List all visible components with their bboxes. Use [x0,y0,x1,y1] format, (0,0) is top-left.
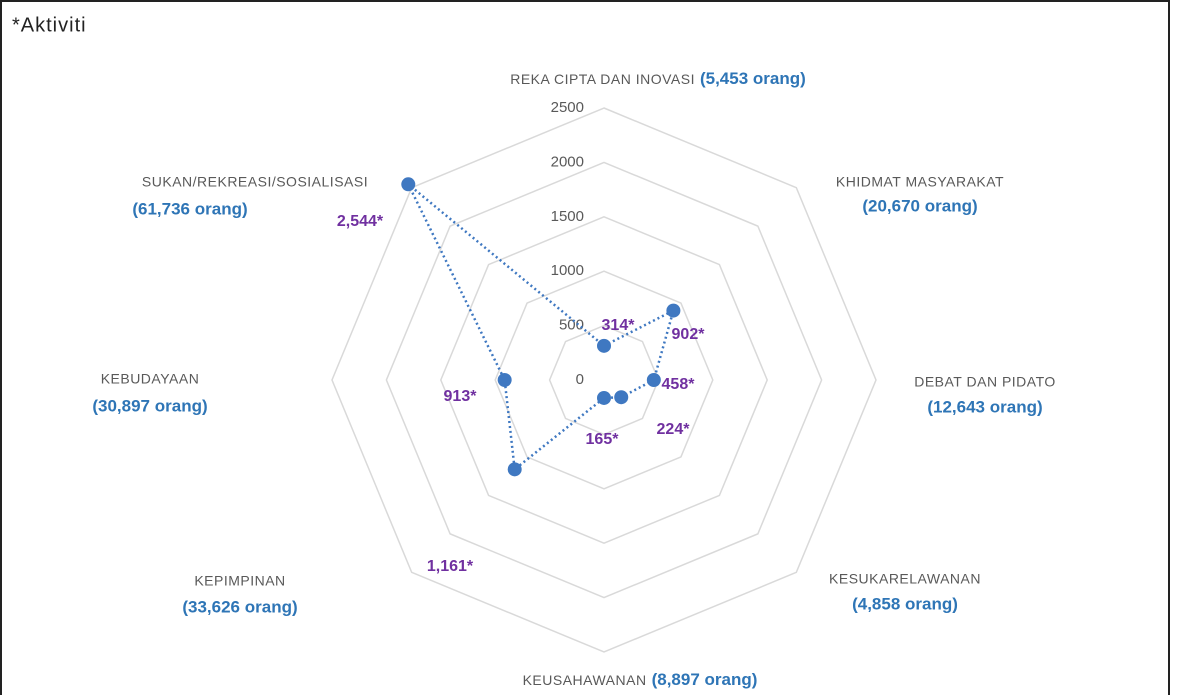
grid-ring [331,107,877,653]
data-point [507,462,522,477]
data-point [401,177,416,192]
r-tick-label: 2000 [551,153,584,170]
data-label: 913* [444,388,478,405]
category-label: REKA CIPTA DAN INOVASI (5,453 orang) [510,69,806,88]
data-point [597,338,611,353]
category-name: KEUSAHAWANAN [523,672,647,688]
category-name: DEBAT DAN PIDATO [914,374,1056,390]
category-count: (30,897 orang) [92,396,207,415]
r-tick-label: 500 [559,317,584,334]
r-tick-label: 1000 [551,262,584,279]
category-name: KEBUDAYAAN [101,371,200,387]
category-count: (33,626 orang) [182,597,297,616]
category-label: KEUSAHAWANAN (8,897 orang) [523,670,758,689]
data-point [597,390,611,405]
grid-ring [548,324,660,436]
category-count: (12,643 orang) [927,397,1042,416]
category-name: REKA CIPTA DAN INOVASI [510,71,695,87]
series-line [407,183,676,472]
category-count: (20,670 orang) [862,196,977,215]
r-tick-label: 0 [576,371,584,388]
category-name: KHIDMAT MASYARAKAT [836,174,1004,190]
r-tick-label: 2500 [551,99,584,116]
grid-ring [494,270,714,490]
data-label: 224* [657,421,691,438]
category-name: KEPIMPINAN [194,573,285,589]
chart-title: *Aktiviti [12,14,87,36]
data-point [614,390,629,405]
data-label: 2,544* [337,213,384,230]
category-name: KESUKARELAWANAN [829,571,981,587]
data-point [497,373,512,387]
category-name: SUKAN/REKREASI/SOSIALISASI [142,174,368,190]
data-label: 165* [586,431,620,448]
data-label: 1,161* [427,558,474,575]
data-label: 902* [672,326,706,343]
data-point [666,303,681,318]
grid-ring [385,161,823,599]
category-count: (5,453 orang) [700,69,806,88]
category-count: (4,858 orang) [852,594,958,613]
grid-ring [439,215,769,545]
category-count: (8,897 orang) [652,670,758,689]
data-point [646,373,661,387]
r-tick-label: 1500 [551,208,584,225]
data-label: 458* [662,376,696,393]
category-count: (61,736 orang) [132,199,247,218]
data-label: 314* [602,317,636,334]
